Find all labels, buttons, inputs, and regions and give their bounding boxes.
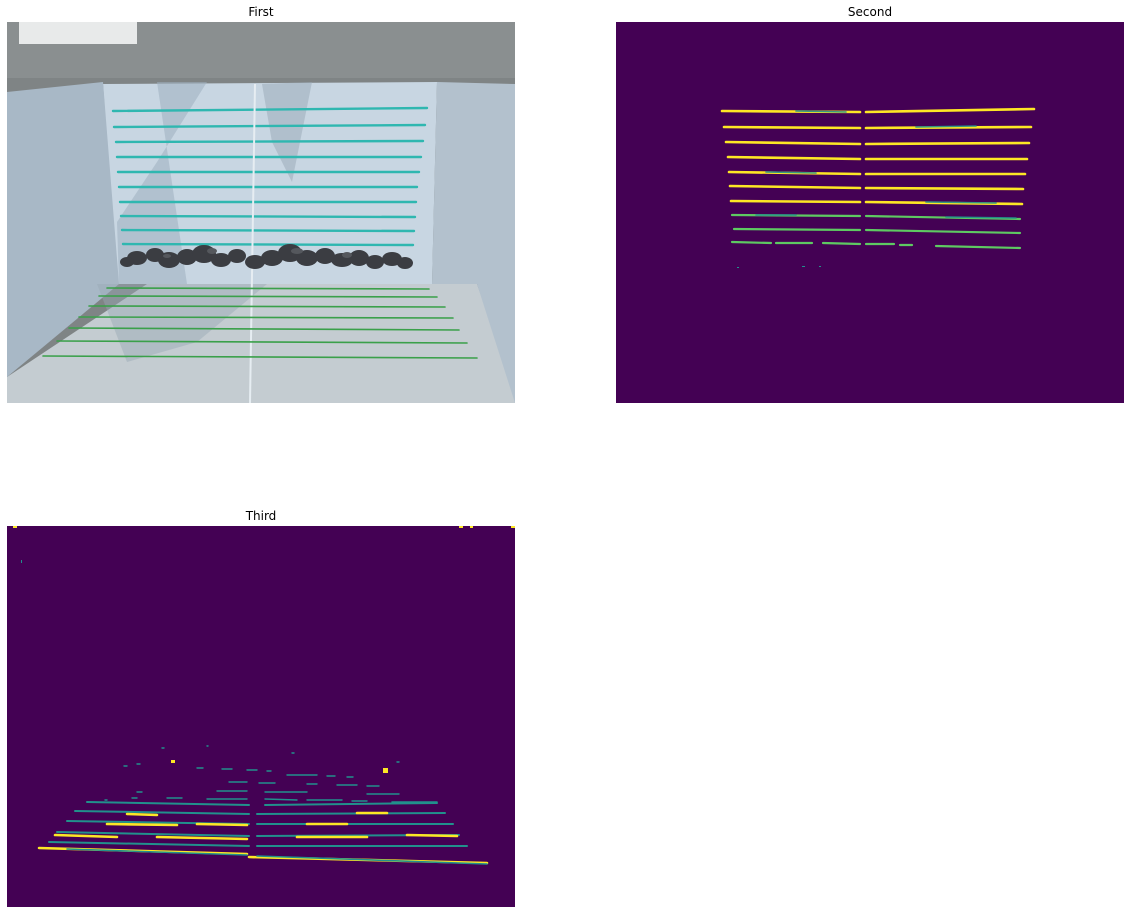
panel-third: Third (7, 509, 515, 907)
mask-image-floor (7, 526, 515, 907)
mask-image-wall (616, 22, 1124, 403)
panel-title-first: First (248, 5, 274, 19)
photo-image (7, 22, 515, 403)
panel-first: First (7, 5, 515, 403)
panel-title-third: Third (245, 509, 277, 523)
panel-second: Second (616, 5, 1124, 403)
panel-title-second: Second (847, 5, 893, 19)
